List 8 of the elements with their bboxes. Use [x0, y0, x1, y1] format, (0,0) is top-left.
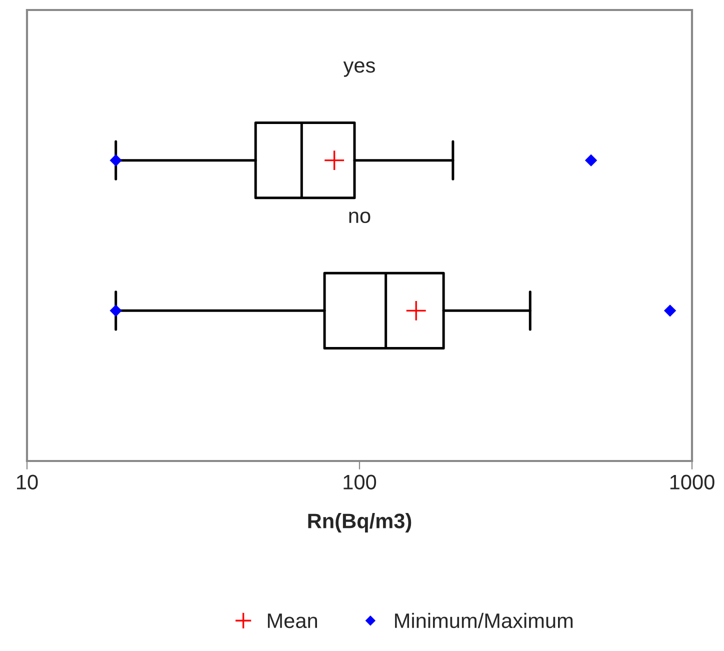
- x-tick-label: 1000: [670, 474, 714, 490]
- y-tick-label: yes: [343, 61, 375, 77]
- y-tick-label: no: [349, 212, 370, 224]
- x-tick-label: 10: [17, 474, 38, 490]
- legend-label: Minimum/Maximum: [395, 612, 573, 628]
- legend-label: Mean: [268, 614, 318, 628]
- x-tick-label: 100: [344, 474, 376, 490]
- x-axis-title: Rn(Bq/m3): [308, 513, 412, 532]
